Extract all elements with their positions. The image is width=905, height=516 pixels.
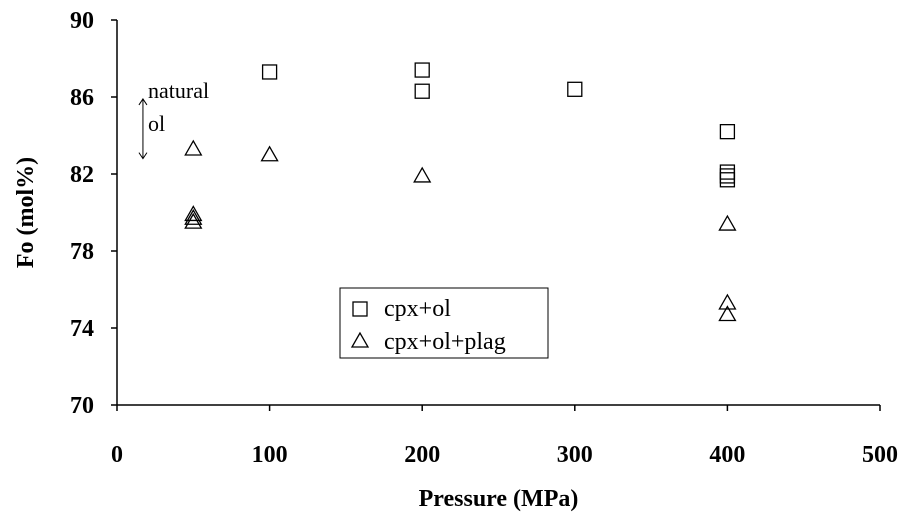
square-marker [719,164,736,180]
square-marker [719,168,736,184]
triangle-marker [718,214,737,231]
annotation-line-2: ol [148,111,165,136]
triangle-marker [718,293,737,310]
y-tick-label: 74 [70,316,94,342]
data-points [184,62,737,322]
arrow-down-icon [138,152,148,160]
legend-triangle-icon [350,331,370,348]
square-marker [414,83,430,99]
triangle-marker [184,212,203,229]
natural-ol-annotation: natural ol [138,78,209,160]
annotation-line-1: natural [148,78,209,103]
y-axis-ticks: 70 74 78 82 86 90 [70,8,117,419]
x-tick-label: 100 [252,442,288,468]
square-marker [261,64,278,80]
y-tick-label: 82 [70,162,94,188]
triangle-marker [260,145,279,162]
x-axis-title: Pressure (MPa) [419,486,579,512]
legend-box [339,287,549,359]
legend-label-cpx-ol: cpx+ol [384,296,451,322]
triangle-marker [184,139,203,156]
x-tick-label: 500 [862,442,898,468]
axes [116,20,880,406]
triangle-marker [413,166,432,183]
legend: cpx+ol cpx+ol+plag [339,287,549,359]
x-tick-label: 400 [709,442,745,468]
legend-label-cpx-ol-plag: cpx+ol+plag [384,329,506,355]
arrow-up-icon [138,98,148,106]
y-tick-label: 86 [70,85,94,111]
triangle-marker [718,305,737,322]
square-marker [719,172,736,188]
y-tick-label: 90 [70,8,94,34]
square-marker [414,62,430,78]
legend-triangle-marker [350,331,370,348]
y-tick-label: 78 [70,239,94,265]
legend-square-icon [352,301,368,317]
y-axis-title: Fo (mol%) [13,157,39,268]
triangle-marker [184,205,203,222]
x-tick-label: 0 [111,442,123,468]
x-tick-label: 300 [557,442,593,468]
y-tick-label: 70 [70,393,94,419]
x-axis-ticks: 0 100 200 300 400 500 [111,405,898,468]
legend-square-marker [352,301,368,317]
square-marker [567,81,583,97]
x-tick-label: 200 [404,442,440,468]
square-marker [719,124,736,140]
triangle-marker [184,208,203,225]
